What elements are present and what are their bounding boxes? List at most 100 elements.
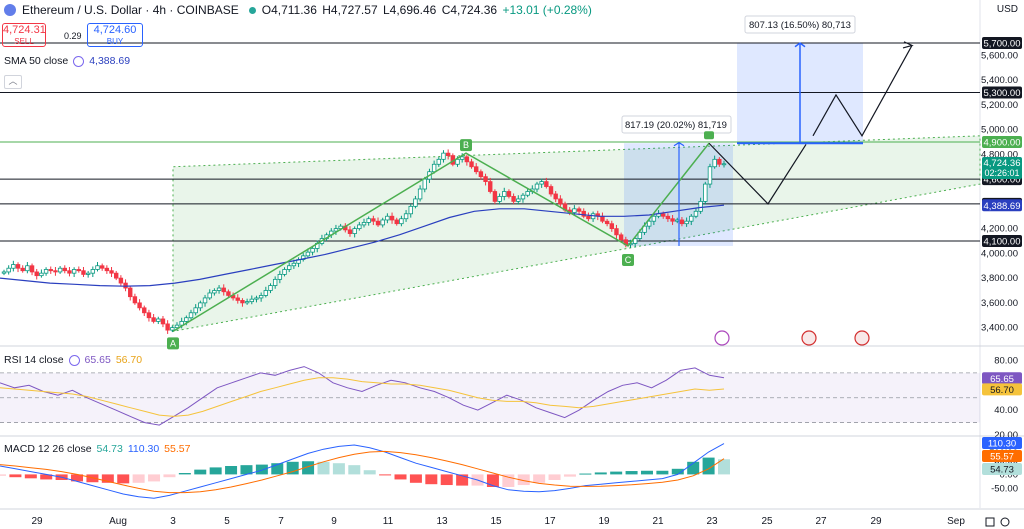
candle-body <box>39 272 44 277</box>
candle-body <box>586 215 591 220</box>
measure-label-1: 817.19 (20.02%) 81,719 <box>625 120 727 131</box>
candle-body <box>263 290 269 296</box>
time-tick-label: 21 <box>652 516 664 527</box>
sell-button[interactable]: 4,724.31 SELL <box>2 23 46 47</box>
macd-histogram-bar <box>101 474 114 483</box>
candle-body <box>497 196 502 202</box>
candle-body <box>721 163 727 166</box>
macd-histogram-bar <box>394 474 407 480</box>
candle-body <box>1 271 7 274</box>
open-value: O4,711.36 <box>261 3 317 17</box>
macd-histogram-bar <box>517 474 530 486</box>
candle-body <box>305 251 311 257</box>
macd-value-badge-text: 54.73 <box>990 465 1014 476</box>
candle-body <box>282 269 287 275</box>
low-value: L4,696.46 <box>382 3 437 17</box>
candle-body <box>637 231 643 239</box>
rsi-ma-line <box>0 377 725 417</box>
settings-icon[interactable] <box>73 55 85 67</box>
macd-histogram-bar <box>194 469 207 475</box>
candle-body <box>539 181 544 185</box>
candle-body <box>618 234 624 241</box>
measure-label-2: 807.13 (16.50%) 80,713 <box>749 20 851 31</box>
candle-body <box>394 219 399 225</box>
price-tick-label: 5,200.00 <box>981 100 1018 111</box>
macd-histogram-bar <box>363 470 376 475</box>
candle-body <box>11 264 16 269</box>
candle-body <box>604 220 610 225</box>
macd-histogram-bar <box>625 471 638 475</box>
candle-body <box>380 219 385 226</box>
price-line-badge-text: 4,900.00 <box>984 138 1021 149</box>
candle-body <box>646 220 652 227</box>
macd-legend[interactable]: MACD 12 26 close 54.73 110.30 55.57 <box>4 443 190 455</box>
rsi-ma-value: 56.70 <box>115 354 143 366</box>
candle-body <box>43 269 49 274</box>
candle-body <box>198 302 203 309</box>
candle-body <box>525 191 530 196</box>
candle-body <box>67 270 72 274</box>
rsi-tick-label: 20.00 <box>994 430 1018 441</box>
sma-legend[interactable]: SMA 50 close 4,388.69 <box>4 55 130 67</box>
rsi-value-badge-text: 65.65 <box>990 374 1014 385</box>
symbol-title[interactable]: Ethereum / U.S. Dollar · 4h · COINBASE <box>22 3 239 17</box>
candle-body <box>146 312 152 319</box>
event-icon <box>714 330 730 346</box>
time-tick-label: 13 <box>436 516 448 527</box>
candle-body <box>717 158 722 165</box>
rsi-line <box>0 366 725 426</box>
candle-body <box>403 213 409 220</box>
candle-body <box>212 290 217 294</box>
settings-icon <box>1000 517 1010 527</box>
high-value: H4,727.57 <box>322 3 378 17</box>
candle-body <box>90 269 96 274</box>
macd-histogram-bar <box>456 474 469 486</box>
macd-histogram-bar <box>86 474 99 483</box>
price-tick-label: 5,000.00 <box>981 125 1018 136</box>
currency-label[interactable]: USD <box>996 4 1018 15</box>
candle-body <box>357 224 362 230</box>
candle-body <box>469 161 474 168</box>
macd-histogram-bar <box>548 474 561 480</box>
candle-body <box>99 265 105 269</box>
time-tick-label: 3 <box>170 516 176 527</box>
pattern-point-marker <box>167 337 179 350</box>
macd-histogram-bar <box>425 474 438 485</box>
macd-histogram-bar <box>9 474 22 478</box>
price-line-badge <box>982 86 1022 99</box>
macd-histogram-bar <box>579 473 592 475</box>
settings-icon[interactable] <box>68 354 80 366</box>
macd-histogram-bar <box>640 470 653 475</box>
candle-body <box>534 183 540 190</box>
price-line-badge-text: 5,300.00 <box>984 88 1021 99</box>
macd-histogram-bar <box>594 472 607 475</box>
candle-body <box>506 191 512 197</box>
candle-body <box>25 265 30 272</box>
rsi-legend[interactable]: RSI 14 close 65.65 56.70 <box>4 354 142 366</box>
candle-body <box>441 152 446 160</box>
rsi-tick-label: 80.00 <box>994 355 1018 366</box>
chart-header: Ethereum / U.S. Dollar · 4h · COINBASE O… <box>4 3 594 17</box>
ethereum-logo-icon <box>4 4 16 16</box>
time-tick-label: 9 <box>331 516 337 527</box>
abc-pattern-line <box>172 142 710 332</box>
candle-body <box>483 176 488 182</box>
macd-histogram-bar <box>409 474 422 483</box>
macd-histogram-bar <box>255 464 268 475</box>
price-line-badge-text: 4,100.00 <box>984 237 1021 248</box>
buy-button[interactable]: 4,724.60 BUY <box>87 23 143 47</box>
candle-body <box>156 318 161 322</box>
macd-histogram-bar <box>671 468 684 475</box>
collapse-legend-button[interactable]: ︿ <box>4 75 22 89</box>
candle-body <box>272 278 278 286</box>
candle-body <box>703 183 708 202</box>
candle-body <box>651 215 657 222</box>
macd-histogram-bar <box>379 474 392 476</box>
pattern-point-label: B <box>463 140 469 150</box>
pattern-point-marker <box>704 131 714 140</box>
macd-signal-value: 55.57 <box>164 443 191 455</box>
candle-body <box>160 318 166 325</box>
candle-body <box>417 188 423 200</box>
candle-body <box>464 156 470 163</box>
